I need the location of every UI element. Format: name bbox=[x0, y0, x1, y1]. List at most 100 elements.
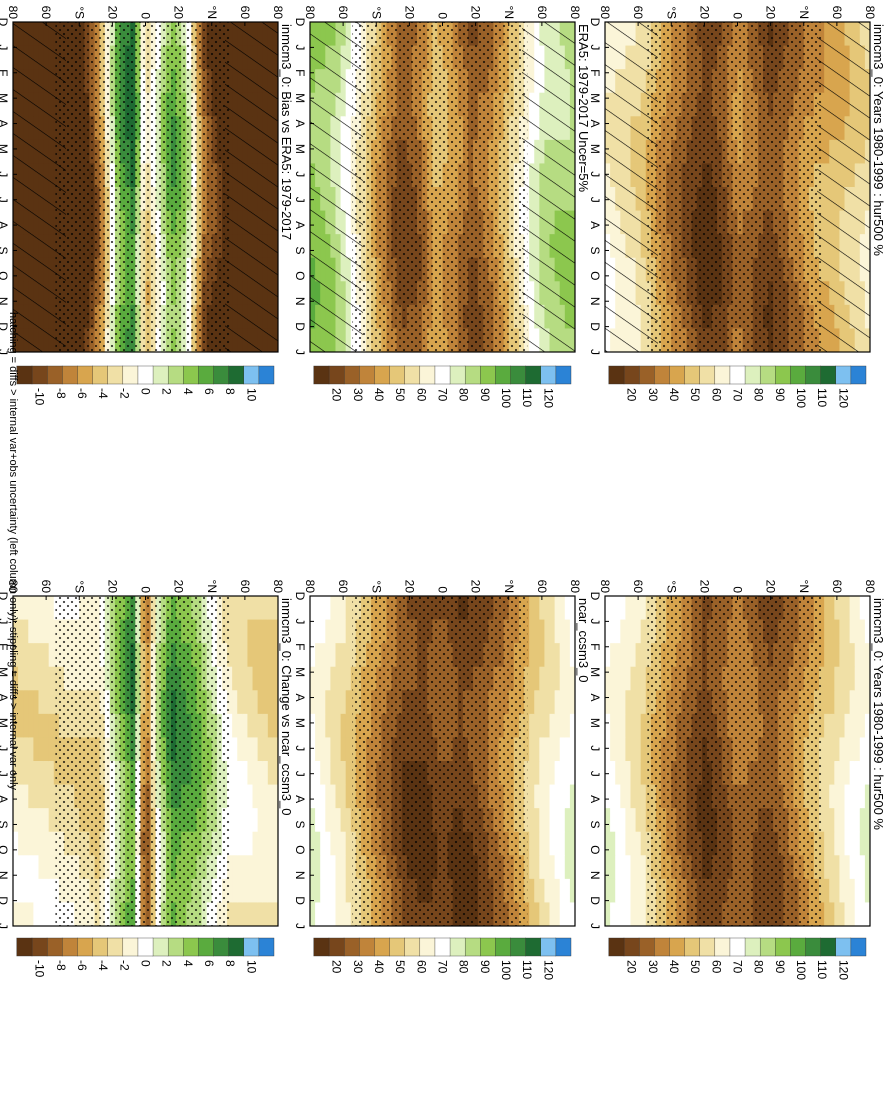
colorbar-label-5: 70 bbox=[731, 388, 745, 402]
y-tick-p4-1: 60 bbox=[535, 580, 549, 594]
colorbar-swatch-2 bbox=[820, 937, 836, 957]
x-tick-p5-5: M bbox=[0, 144, 10, 154]
x-tick-p2-13: J bbox=[588, 923, 602, 929]
y-tick-p5-2: °N bbox=[205, 6, 219, 19]
hatching-top-p5 bbox=[225, 22, 278, 352]
hatching-bottom-p1 bbox=[605, 22, 658, 352]
x-tick-p5-9: S bbox=[0, 246, 10, 254]
heatmap-panel-p2: inmcm3_0: Years 1980-1999 : hur500 % D J F M… bbox=[588, 580, 886, 929]
colorbar-swatch-1 bbox=[835, 937, 852, 957]
colorbar-label-3: 4 bbox=[181, 388, 195, 395]
y-tick-p4-8: 80 bbox=[303, 580, 317, 594]
colorbar-label-9: 30 bbox=[646, 388, 660, 402]
y-tick-p5-1: 60 bbox=[238, 6, 252, 20]
y-tick-p2-6: °S bbox=[664, 580, 678, 593]
heatmap-panel-p5: inmcm3_0: Bias vs ERA5: 1979-2017 D J F M A M J… bbox=[0, 6, 294, 355]
colorbar-swatch-16 bbox=[16, 365, 33, 385]
x-tick-p2-4: A bbox=[588, 694, 602, 702]
colorbar-swatch-11 bbox=[92, 937, 108, 957]
colorbar-swatch-16 bbox=[16, 937, 33, 957]
colorbar-label-0: 120 bbox=[836, 960, 850, 980]
colorbar-swatch-11 bbox=[92, 365, 108, 385]
figure-footnote: hatching = diffs > internal var+obs unce… bbox=[7, 312, 19, 791]
x-tick-p2-12: D bbox=[588, 896, 602, 905]
colorbar-swatch-7 bbox=[152, 937, 169, 957]
y-tick-p4-0: 80 bbox=[568, 580, 582, 594]
colorbar-label-2: 100 bbox=[499, 960, 513, 980]
colorbar-swatch-6 bbox=[759, 365, 776, 385]
y-tick-p3-4: 0 bbox=[436, 12, 450, 19]
x-tick-p6-9: S bbox=[0, 820, 10, 828]
colorbar-label-2: 100 bbox=[794, 388, 808, 408]
colorbar-swatch-9 bbox=[122, 365, 139, 385]
x-tick-p3-13: J bbox=[293, 349, 307, 355]
hatching-top-p1 bbox=[817, 22, 870, 352]
y-tick-p2-4: 0 bbox=[731, 586, 745, 593]
x-tick-p1-6: J bbox=[588, 171, 602, 177]
x-tick-p4-9: S bbox=[293, 820, 307, 828]
colorbar-swatch-0 bbox=[555, 365, 572, 385]
colorbar-swatch-6 bbox=[167, 365, 184, 385]
colorbar-swatch-12 bbox=[373, 365, 390, 385]
x-tick-p1-10: O bbox=[588, 271, 602, 280]
x-tick-p4-2: F bbox=[293, 643, 307, 650]
colorbar-swatch-3 bbox=[213, 365, 229, 385]
stippling-overlay-p5 bbox=[55, 22, 231, 352]
y-tick-p3-5: 20 bbox=[402, 6, 416, 20]
colorbar-swatch-8 bbox=[729, 365, 746, 385]
colorbar-swatch-15 bbox=[31, 937, 48, 957]
y-tick-p3-3: 20 bbox=[469, 6, 483, 20]
hatching-bottom-p3 bbox=[310, 22, 363, 352]
colorbar-label-8: 40 bbox=[372, 388, 386, 402]
colorbar-label-7: 50 bbox=[688, 388, 702, 402]
colorbar-swatch-8 bbox=[729, 937, 746, 957]
stippling-overlay-p1 bbox=[647, 22, 823, 352]
colorbar-swatch-14 bbox=[46, 365, 63, 385]
colorbar-swatch-5 bbox=[774, 937, 791, 957]
colorbar-swatch-4 bbox=[197, 937, 214, 957]
y-tick-p5-7: 60 bbox=[39, 6, 53, 20]
y-tick-p3-6: °S bbox=[369, 6, 383, 19]
colorbar-label-10: 20 bbox=[330, 388, 344, 402]
colorbar-swatch-16 bbox=[313, 365, 330, 385]
x-tick-p5-10: O bbox=[0, 271, 10, 280]
colorbar-swatch-10 bbox=[404, 937, 421, 957]
y-tick-p3-1: 60 bbox=[535, 6, 549, 20]
hatching-bottom-p5 bbox=[13, 22, 66, 352]
x-tick-p1-8: A bbox=[588, 221, 602, 229]
colorbar-label-4: 2 bbox=[160, 388, 174, 395]
panel-title-p2: inmcm3_0: Years 1980-1999 : hur500 % bbox=[871, 598, 886, 830]
colorbar-swatch-2 bbox=[525, 365, 541, 385]
colorbar-swatch-11 bbox=[389, 365, 405, 385]
colorbar-swatch-7 bbox=[744, 937, 761, 957]
x-tick-p3-5: M bbox=[293, 144, 307, 154]
y-tick-p2-0: 80 bbox=[863, 580, 877, 594]
colorbar-swatch-11 bbox=[389, 937, 405, 957]
x-tick-p6-13: J bbox=[0, 923, 10, 929]
colorbar-label-6: 60 bbox=[414, 960, 428, 974]
colorbar-label-6: -2 bbox=[117, 388, 131, 399]
colorbar-swatch-3 bbox=[213, 937, 229, 957]
colorbar-swatch-14 bbox=[343, 937, 360, 957]
colorbar-label-10: 20 bbox=[625, 388, 639, 402]
x-tick-p6-6: J bbox=[0, 745, 10, 751]
colorbar-swatch-12 bbox=[668, 365, 685, 385]
colorbar-label-5: 0 bbox=[139, 388, 153, 395]
colorbar-swatch-5 bbox=[479, 937, 496, 957]
y-tick-p2-8: 80 bbox=[598, 580, 612, 594]
y-tick-p3-7: 60 bbox=[336, 6, 350, 20]
y-tick-p5-0: 80 bbox=[271, 6, 285, 20]
colorbar-swatch-4 bbox=[789, 365, 806, 385]
colorbar-label-2: 6 bbox=[202, 960, 216, 967]
stippling-overlay-p3 bbox=[352, 22, 528, 352]
y-tick-p2-2: °N bbox=[797, 580, 811, 593]
colorbar-label-9: -8 bbox=[54, 960, 68, 971]
colorbar-swatch-1 bbox=[243, 365, 260, 385]
colorbar-swatch-14 bbox=[343, 365, 360, 385]
x-tick-p1-11: N bbox=[588, 297, 602, 306]
colorbar-swatch-1 bbox=[540, 937, 557, 957]
x-tick-p6-2: F bbox=[0, 643, 10, 650]
colorbar-swatch-2 bbox=[228, 937, 244, 957]
x-tick-p3-9: S bbox=[293, 246, 307, 254]
x-tick-p5-3: M bbox=[0, 93, 10, 103]
